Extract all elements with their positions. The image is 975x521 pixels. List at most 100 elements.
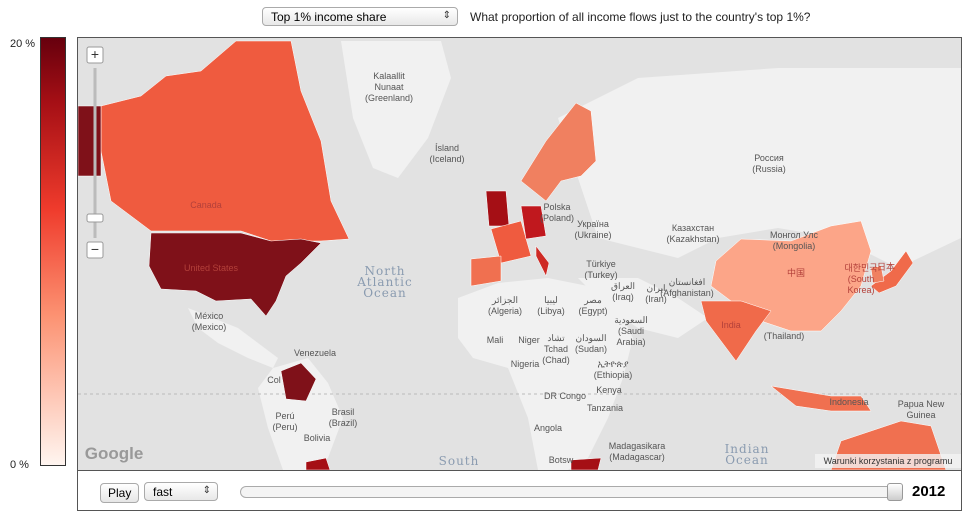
control-bar: Play fast 2012: [78, 470, 961, 510]
country-label: السعودية: [614, 315, 648, 326]
country-label: (Saudi: [618, 326, 644, 336]
map[interactable]: Kalaallit Nunaat (Greenland) Ísland (Iceland…: [77, 37, 962, 511]
ocean-label: Atlantic: [356, 275, 412, 289]
country-label: Монгол Улс: [770, 230, 819, 240]
country-label: (Sudan): [575, 344, 607, 354]
country-label: (Ethiopia): [594, 370, 633, 380]
country-label: Kenya: [596, 385, 622, 395]
country-label: (Iraq): [612, 292, 634, 302]
zoom-in[interactable]: +: [91, 46, 99, 62]
country-label: ኢትዮጵያ: [597, 359, 629, 369]
country-label: Україна: [577, 219, 609, 229]
ocean-label: Ocean: [725, 453, 769, 467]
country-label: (Thailand): [764, 331, 805, 341]
country-label: Botsw: [549, 455, 574, 465]
country-label: (Egypt): [578, 306, 607, 316]
country-label: Korea): [847, 285, 874, 295]
country-label: Mali: [487, 335, 504, 345]
country-label: ایران: [646, 283, 665, 294]
country-label: Venezuela: [294, 348, 336, 358]
country-label: México: [195, 311, 224, 321]
country-label: DR Congo: [544, 391, 586, 401]
zoom-in-button[interactable]: [86, 46, 104, 64]
country-label: (Libya): [537, 306, 565, 316]
indicator-select[interactable]: Top 1% income share: [262, 7, 458, 26]
country-label: (Mexico): [192, 322, 227, 332]
country-label: (Peru): [272, 422, 297, 432]
country-label: العراق: [611, 281, 635, 292]
country-label: 日本: [877, 261, 895, 272]
country-label: Arabia): [616, 337, 645, 347]
country-label: Bolivia: [304, 433, 331, 443]
country-label: Canada: [190, 200, 222, 210]
legend-gradient: [40, 37, 66, 466]
country-label: (Turkey): [584, 270, 617, 280]
country-label: (Greenland): [365, 93, 413, 103]
country-label: (Mongolia): [773, 241, 816, 251]
country-label: Madagasikara: [609, 441, 666, 451]
question: What proportion of all income flows just…: [470, 10, 811, 24]
slider-knob[interactable]: [887, 483, 903, 501]
country-label: (Afghanistan): [660, 288, 714, 298]
legend-max: 20 %: [10, 38, 36, 50]
country-label: 中国: [787, 267, 805, 278]
country-label: (South: [848, 274, 875, 284]
ocean-label: South: [439, 454, 480, 468]
country-label: Kalaallit: [373, 71, 405, 81]
country-label: (Russia): [752, 164, 786, 174]
countries: [78, 40, 947, 471]
country-label: Niger: [518, 335, 540, 345]
zoom-control: + −: [86, 46, 104, 259]
terms-bg: [815, 454, 961, 468]
country-label: افغانستان: [669, 277, 706, 287]
ocean-label: Ocean: [363, 286, 407, 300]
terms-link[interactable]: Warunki korzystania z programu: [824, 456, 953, 466]
country-label: India: [721, 320, 741, 330]
year-slider[interactable]: [240, 483, 903, 501]
country-label: Казахстан: [672, 223, 714, 233]
ocean-label: North: [364, 264, 405, 278]
zoom-out[interactable]: −: [91, 241, 99, 257]
land: [188, 41, 961, 470]
country-label: تشاد: [547, 333, 565, 343]
country-label: Россия: [754, 153, 784, 163]
country-label: 대한민국: [844, 263, 877, 273]
country-label: (Poland): [540, 213, 574, 223]
country-label: (Chad): [542, 355, 570, 365]
country-label: Perú: [275, 411, 294, 421]
year: 2012: [912, 483, 946, 500]
country-label: Col: [267, 375, 281, 385]
country-label: Nunaat: [374, 82, 404, 92]
country-label: Papua New: [898, 399, 945, 409]
country-label: Ísland: [435, 143, 459, 153]
country-label: Indonesia: [829, 397, 868, 407]
speed-select[interactable]: fast: [144, 482, 218, 501]
country-label: United States: [184, 263, 239, 273]
country-label: Polska: [543, 202, 570, 212]
country-label: (Madagascar): [609, 452, 665, 462]
country-label: (Iran): [645, 294, 667, 304]
country-label: (Kazakhstan): [666, 234, 719, 244]
country-label: (Brazil): [329, 418, 358, 428]
country-label: Tchad: [544, 344, 568, 354]
country-label: Angola: [534, 423, 562, 433]
zoom-handle[interactable]: [86, 213, 104, 223]
country-label: Nigeria: [511, 359, 540, 369]
country-label: Türkiye: [586, 259, 616, 269]
country-label: Brasil: [332, 407, 355, 417]
play-button[interactable]: Play: [100, 483, 140, 503]
country-label: مصر: [583, 295, 602, 306]
google-logo: Google: [85, 444, 144, 463]
ocean-label: Indian: [725, 442, 770, 456]
zoom-out-button[interactable]: [86, 241, 104, 259]
country-label: الجزائر: [491, 295, 518, 306]
country-label: (Iceland): [429, 154, 464, 164]
country-label: (Ukraine): [574, 230, 611, 240]
country-label: Guinea: [906, 410, 935, 420]
country-label: (Algeria): [488, 306, 522, 316]
country-label: Tanzania: [587, 403, 623, 413]
country-label: ليبيا: [544, 295, 558, 305]
